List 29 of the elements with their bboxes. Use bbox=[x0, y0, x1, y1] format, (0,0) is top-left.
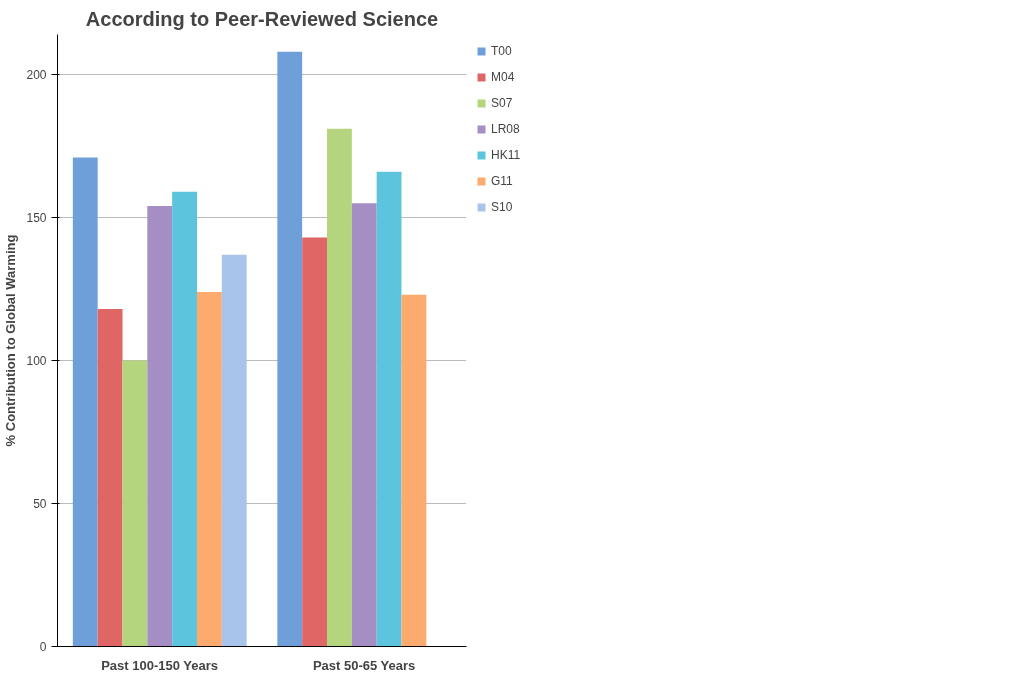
bar bbox=[97, 309, 123, 647]
legend-label: G11 bbox=[491, 174, 513, 188]
chart-title: According to Peer-Reviewed Science bbox=[85, 7, 439, 30]
legend-label: T00 bbox=[491, 44, 512, 58]
legend-label: S07 bbox=[491, 96, 513, 110]
bar bbox=[302, 237, 327, 647]
y-tick-label: 200 bbox=[26, 68, 47, 83]
legend-label: M04 bbox=[491, 70, 515, 84]
bar bbox=[172, 191, 197, 647]
x-tick-label: Past 50-65 Years bbox=[312, 657, 416, 673]
bar bbox=[72, 157, 98, 647]
bar bbox=[221, 254, 247, 647]
legend-label: LR08 bbox=[491, 122, 520, 136]
bar bbox=[147, 206, 173, 647]
legend-label: S10 bbox=[491, 200, 513, 214]
x-tick-label: Past 100-150 Years bbox=[101, 657, 219, 673]
y-axis-title: % Contribution to Global Warming bbox=[3, 234, 19, 447]
bar bbox=[197, 291, 222, 647]
y-tick-label: 50 bbox=[33, 497, 47, 512]
bar bbox=[327, 128, 352, 647]
bar bbox=[376, 171, 402, 647]
bar bbox=[351, 203, 377, 647]
legend-label: HK11 bbox=[491, 148, 521, 162]
bar bbox=[401, 294, 427, 647]
bar bbox=[122, 360, 148, 647]
bar bbox=[277, 51, 303, 647]
y-tick-label: 100 bbox=[26, 354, 47, 369]
y-tick-label: 150 bbox=[26, 211, 47, 226]
y-tick-label: 0 bbox=[39, 640, 47, 654]
